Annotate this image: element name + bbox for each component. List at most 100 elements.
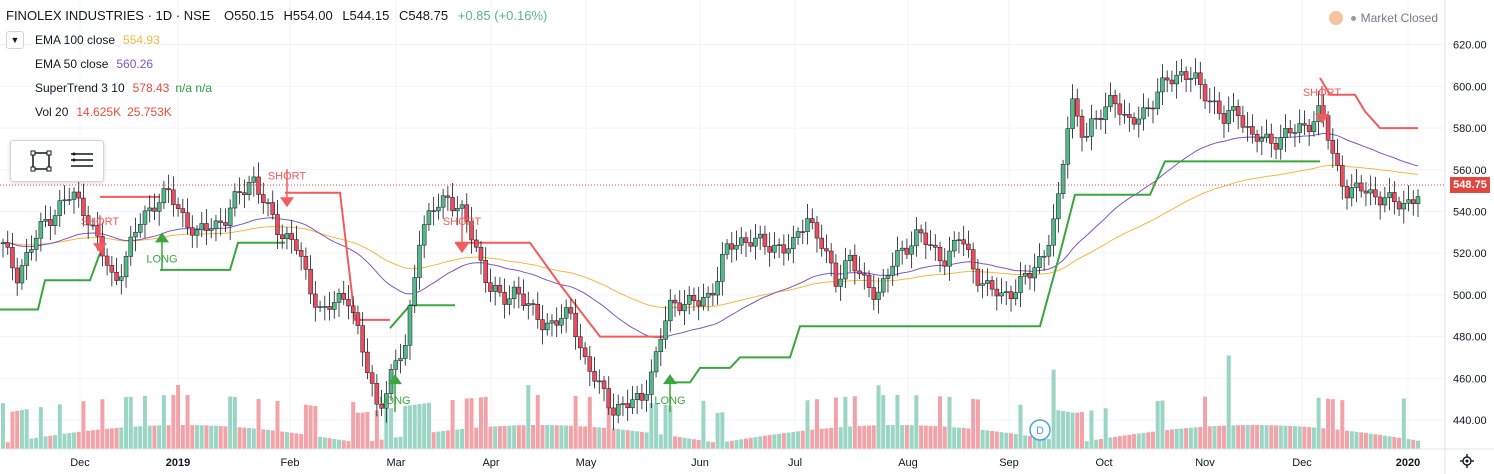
volume-bar [1330, 399, 1335, 449]
candle-body [1084, 136, 1089, 138]
candle-body [123, 256, 129, 278]
candle-body [809, 218, 815, 223]
price-tick-label: 580.00 [1453, 123, 1487, 135]
legend-volume[interactable]: Vol 20 14.625K 25.753K [35, 105, 172, 119]
candle-body [847, 254, 853, 261]
volume-bar [1108, 437, 1113, 449]
volume-bar [308, 405, 313, 449]
candle-body [1127, 114, 1132, 118]
volume-bar [109, 428, 114, 449]
candle [1022, 264, 1028, 285]
volume-bar [1169, 429, 1174, 449]
candle [994, 277, 1000, 311]
market-status: Market Closed [1328, 11, 1438, 25]
candle-body [223, 222, 228, 226]
candle [1278, 124, 1284, 160]
candle [672, 294, 678, 317]
candle-body [668, 299, 673, 322]
candle [440, 188, 446, 219]
candle-body [644, 394, 649, 401]
candle [256, 162, 261, 204]
volume-bar [223, 426, 228, 449]
candle-body [1141, 107, 1146, 120]
volume-bar [105, 428, 110, 449]
rectangle-select-icon[interactable] [29, 149, 53, 173]
collapse-legend-button[interactable]: ▼ [6, 31, 24, 49]
volume-bar [1179, 428, 1184, 449]
candle [1056, 181, 1061, 233]
candle-body [1292, 132, 1298, 134]
volume-bar [1056, 410, 1061, 449]
candle [1392, 181, 1397, 215]
volume-bar [469, 398, 474, 449]
time-axis: Dec 2019 Feb Mar Apr May Jun Jul Aug Sep Oct Nov Dec… [70, 457, 1420, 469]
candle-body [904, 247, 910, 255]
candle [762, 225, 768, 255]
candle-body [781, 244, 787, 254]
candle-body [1349, 187, 1354, 199]
candle-body [933, 244, 938, 248]
candle-body [379, 403, 384, 409]
candle [10, 232, 15, 281]
volume-bar [464, 398, 469, 449]
gear-icon[interactable] [1460, 454, 1474, 468]
volume-bar [777, 433, 782, 449]
symbol-title[interactable]: FINOLEX INDUSTRIES · 1D · NSE [6, 8, 211, 23]
candle [322, 295, 328, 321]
candle-body [1093, 117, 1099, 120]
volume-bar [450, 399, 455, 449]
legend-supertrend[interactable]: SuperTrend 3 10 578.43 n/a n/a [35, 81, 212, 95]
candle-body [478, 246, 484, 261]
candle [175, 197, 181, 217]
candle-body [355, 312, 361, 326]
volume-bar [483, 396, 488, 449]
volume-bar [1084, 441, 1089, 449]
candle [171, 176, 176, 217]
candle [568, 298, 574, 320]
candle-body [317, 306, 323, 308]
candle-body [890, 265, 895, 276]
volume-bar [1141, 432, 1146, 449]
volume-bar [990, 430, 995, 449]
time-tick-label: Nov [1195, 457, 1215, 469]
candle [705, 286, 711, 312]
candle-body [521, 293, 526, 306]
volume-bar [351, 401, 356, 449]
volume-bar [696, 439, 701, 449]
volume-bar [942, 426, 947, 449]
legend-ema100[interactable]: EMA 100 close 554.93 [35, 33, 160, 47]
volume-bar [38, 407, 43, 449]
menu-lines-icon[interactable] [69, 149, 93, 173]
candle [1302, 110, 1307, 136]
volume-bar [668, 405, 673, 449]
candle [951, 231, 957, 258]
candle-body [421, 224, 427, 246]
candle [81, 183, 86, 227]
candle [346, 284, 351, 320]
legend-supertrend-name: SuperTrend 3 10 [35, 81, 125, 95]
time-tick-label: May [576, 457, 597, 469]
volume-bar [29, 438, 34, 449]
candle [114, 257, 119, 286]
volume-bar [67, 433, 72, 449]
candle [1122, 99, 1127, 124]
candle [294, 225, 299, 255]
volume-bar [1009, 433, 1014, 449]
volume-bar [337, 439, 342, 449]
signal-buy: LONG [379, 374, 411, 413]
volume-bar [786, 432, 791, 449]
legend-ema50[interactable]: EMA 50 close 560.26 [35, 57, 153, 71]
candle [403, 334, 408, 366]
candle [653, 346, 659, 378]
candle-body [270, 202, 275, 215]
candle-body [828, 250, 834, 264]
candle [279, 224, 285, 249]
candle [464, 193, 470, 233]
signal-arrow-down [280, 197, 294, 208]
candle [791, 225, 796, 264]
supertrend-segment [455, 241, 668, 338]
volume-bar [554, 425, 559, 449]
ema-50-path [2, 132, 1419, 339]
candle [597, 369, 602, 394]
